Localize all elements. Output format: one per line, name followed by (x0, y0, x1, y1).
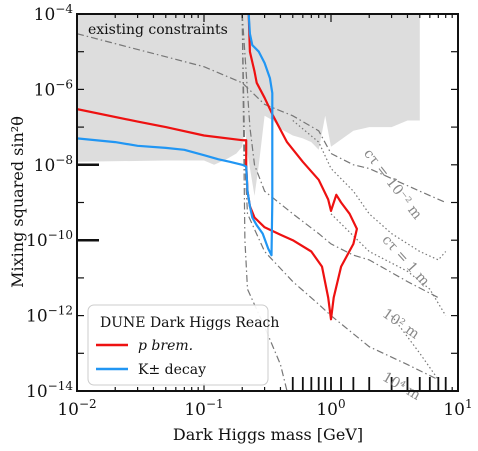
lifetime-contour-2 (241, 14, 439, 381)
x-tick-label-2: 100 (316, 397, 345, 420)
legend-title: DUNE Dark Higgs Reach (100, 315, 279, 331)
x-tick-label-1: 10−1 (184, 397, 223, 420)
dotted-curve-1 (330, 213, 447, 316)
lifetime-label-2: 10² m (379, 306, 422, 343)
lifetime-label-0: cτ = 10⁻² m (360, 146, 425, 223)
legend-label-kaon: K± decay (138, 362, 206, 378)
y-tick-label-5: 10−4 (34, 2, 74, 25)
series-line-kaon-decay (77, 14, 274, 257)
legend-label-p-brem: p brem. (138, 338, 193, 354)
y-tick-label-3: 10−8 (34, 153, 73, 176)
y-axis-label: Mixing squared sin²θ (8, 116, 27, 288)
x-tick-label-3: 101 (443, 397, 472, 420)
x-axis-label: Dark Higgs mass [GeV] (173, 425, 363, 444)
legend-box (87, 304, 269, 386)
axes: 10−2 10−1 100 101 10−14 10−12 10−10 10−8 10−6 10−… (26, 2, 473, 420)
y-tick-label-1: 10−12 (26, 304, 73, 327)
lifetime-label-3: 10⁴ m (380, 369, 424, 403)
y-tick-label-4: 10−6 (34, 77, 73, 100)
x-tick-label-0: 10−2 (57, 397, 96, 420)
constraint-label: existing constraints (88, 22, 228, 38)
series-line-p-brem (77, 14, 358, 321)
y-tick-label-0: 10−14 (26, 379, 73, 402)
dotted-curve-2 (391, 315, 439, 381)
legend: DUNE Dark Higgs Reach p brem. K± decay (87, 304, 279, 386)
lifetime-contour-0 (77, 33, 446, 204)
y-tick-label-2: 10−10 (26, 228, 73, 251)
lifetime-contour-1 (241, 14, 439, 299)
